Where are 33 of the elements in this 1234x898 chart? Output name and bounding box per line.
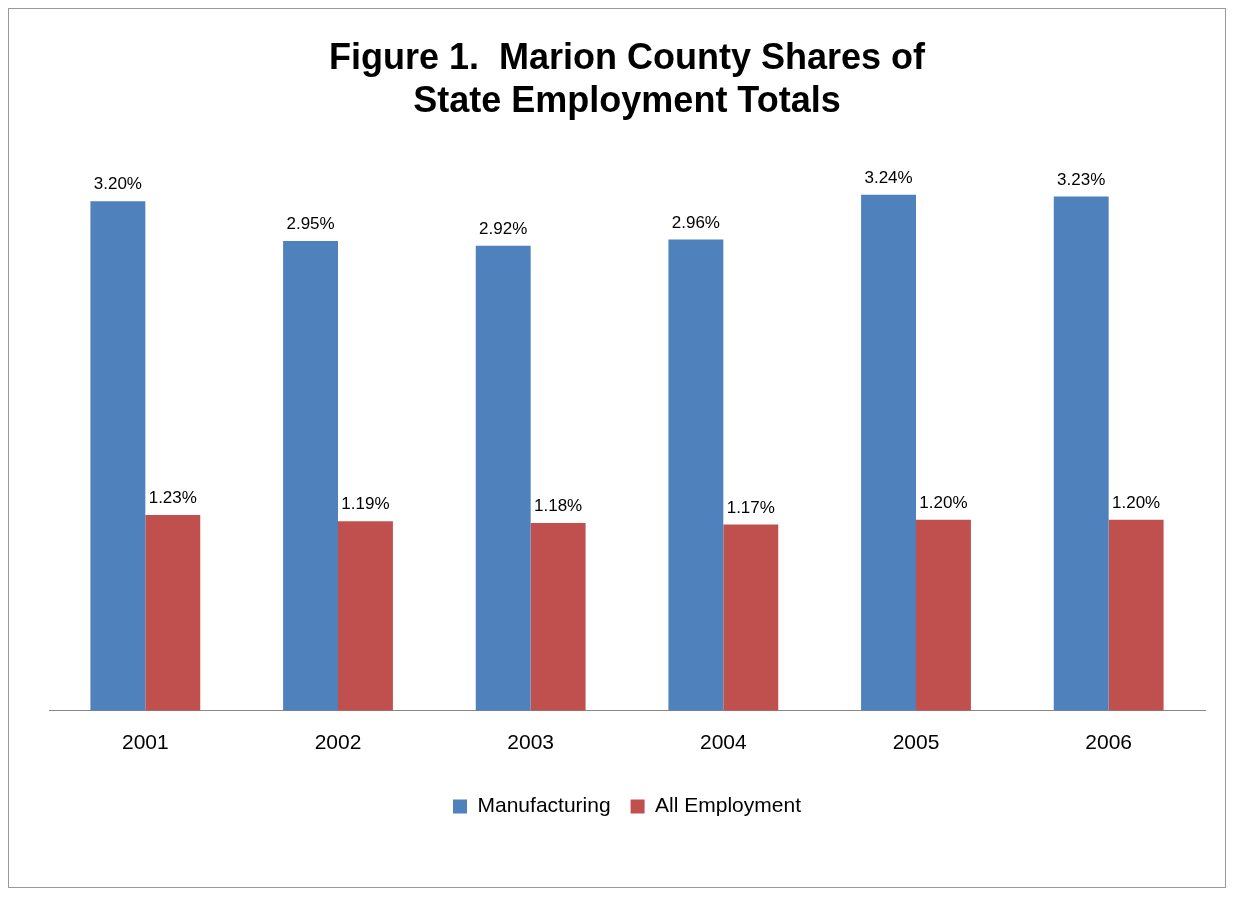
bar xyxy=(723,524,779,711)
data-label: 1.23% xyxy=(148,488,197,508)
data-label: 1.20% xyxy=(919,492,968,512)
data-label: 3.20% xyxy=(93,174,142,194)
legend-label: Manufacturing xyxy=(477,793,611,817)
bar xyxy=(668,239,724,711)
bar xyxy=(1053,196,1109,711)
data-label: 3.24% xyxy=(864,167,913,187)
bar xyxy=(916,519,971,711)
chart-title: Figure 1. Marion County Shares of State Employment Totals xyxy=(328,35,927,120)
bar xyxy=(530,522,586,711)
bar xyxy=(861,194,916,711)
data-label: 2.92% xyxy=(479,218,528,238)
x-tick-label: 2003 xyxy=(507,730,555,754)
bar xyxy=(90,201,146,711)
x-tick-label: 2005 xyxy=(892,730,940,754)
x-tick-label: 2002 xyxy=(314,730,362,754)
data-label: 1.19% xyxy=(341,494,390,514)
bar xyxy=(1108,519,1164,711)
x-tick-label: 2001 xyxy=(121,730,169,754)
legend-label: All Employment xyxy=(655,793,802,817)
data-label: 1.17% xyxy=(726,497,775,517)
bar xyxy=(338,521,393,711)
data-label: 2.96% xyxy=(671,212,720,232)
data-label: 2.95% xyxy=(286,214,335,234)
x-tick-label: 2006 xyxy=(1085,730,1133,754)
data-label: 1.20% xyxy=(1112,492,1161,512)
data-label: 1.18% xyxy=(534,496,583,516)
bar xyxy=(283,240,338,711)
bar xyxy=(145,514,201,711)
bar xyxy=(475,245,531,711)
data-label: 3.23% xyxy=(1057,169,1106,189)
x-tick-label: 2004 xyxy=(699,730,748,754)
